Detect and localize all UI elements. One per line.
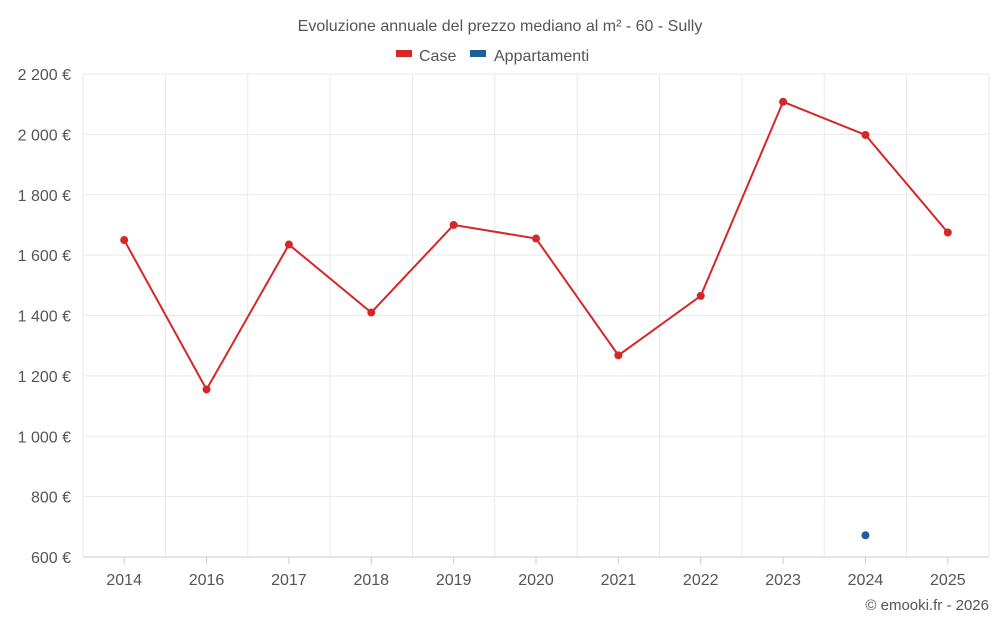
- x-tick-label: 2025: [930, 572, 966, 589]
- legend-label-case[interactable]: Case: [419, 48, 456, 65]
- y-tick-label: 1 400 €: [18, 309, 71, 326]
- y-tick-label: 1 800 €: [18, 188, 71, 205]
- data-point-case[interactable]: [367, 308, 376, 317]
- data-point-appartamenti[interactable]: [861, 531, 870, 540]
- series: [120, 97, 952, 540]
- data-point-case[interactable]: [532, 234, 540, 243]
- legend: Case Appartamenti: [396, 48, 589, 65]
- x-tick-label: 2019: [436, 572, 472, 589]
- y-tick-label: 2 000 €: [18, 127, 71, 144]
- axes: 600 € 800 € 1 000 € 1 200 € 1 400 € 1 600 € 1 …: [18, 67, 989, 589]
- y-tick-label: 1 600 €: [18, 248, 71, 265]
- chart-title: Evoluzione annuale del prezzo mediano al…: [298, 18, 703, 35]
- data-point-case[interactable]: [284, 240, 293, 249]
- y-tick-label: 600 €: [31, 550, 71, 567]
- data-point-case[interactable]: [696, 291, 705, 300]
- x-tick-label: 2018: [353, 572, 389, 589]
- grid: [82, 73, 990, 558]
- x-tick-label: 2016: [189, 572, 225, 589]
- y-tick-label: 1 200 €: [18, 369, 71, 386]
- data-point-case[interactable]: [449, 220, 458, 229]
- credit-text: © emooki.fr - 2026: [865, 597, 989, 614]
- y-tick-label: 800 €: [31, 490, 71, 507]
- x-tick-label: 2021: [601, 572, 637, 589]
- x-tick-label: 2022: [683, 572, 719, 589]
- legend-swatch-appartamenti: [470, 50, 486, 57]
- x-tick-label: 2017: [271, 572, 307, 589]
- data-point-case[interactable]: [202, 385, 211, 394]
- data-point-case[interactable]: [943, 228, 952, 237]
- data-point-case[interactable]: [120, 236, 129, 245]
- x-tick-label: 2020: [518, 572, 554, 589]
- x-tick-label: 2014: [106, 572, 142, 589]
- legend-label-appartamenti[interactable]: Appartamenti: [494, 48, 589, 65]
- y-tick-label: 1 000 €: [18, 429, 71, 446]
- x-tick-label: 2023: [765, 572, 801, 589]
- data-point-case[interactable]: [779, 97, 788, 106]
- data-point-case[interactable]: [614, 351, 623, 360]
- data-point-case[interactable]: [861, 130, 870, 139]
- legend-swatch-case: [396, 50, 412, 57]
- y-tick-label: 2 200 €: [18, 67, 71, 84]
- x-tick-label: 2024: [848, 572, 884, 589]
